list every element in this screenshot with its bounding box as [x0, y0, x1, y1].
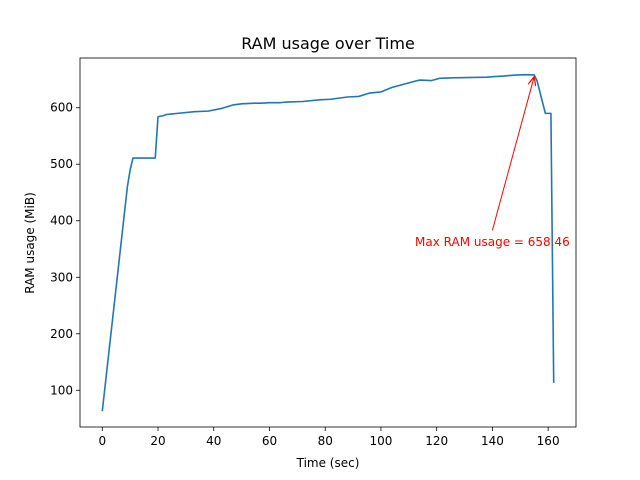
- max-annotation-label: Max RAM usage = 658.46: [415, 235, 570, 249]
- x-tick-label: 160: [537, 434, 560, 448]
- y-tick-label: 600: [50, 101, 73, 115]
- x-tick-label: 80: [318, 434, 333, 448]
- max-annotation-arrow: [491, 77, 534, 231]
- x-tick-label: 60: [262, 434, 277, 448]
- x-tick-label: 0: [98, 434, 106, 448]
- x-tick-label: 100: [369, 434, 392, 448]
- y-tick-label: 200: [50, 327, 73, 341]
- x-tick-label: 140: [481, 434, 504, 448]
- axes-frame: [79, 57, 577, 428]
- y-tick-label: 100: [50, 383, 73, 397]
- x-tick-label: 20: [150, 434, 165, 448]
- y-tick-label: 400: [50, 214, 73, 228]
- y-tick-label: 300: [50, 270, 73, 284]
- ram-usage-line: [101, 73, 555, 412]
- x-tick-label: 120: [425, 434, 448, 448]
- y-axis-label: RAM usage (MiB): [23, 192, 37, 294]
- x-tick-label: 40: [206, 434, 221, 448]
- chart-title: RAM usage over Time: [241, 34, 415, 53]
- x-axis-label: Time (sec): [296, 456, 360, 470]
- y-tick-label: 500: [50, 157, 73, 171]
